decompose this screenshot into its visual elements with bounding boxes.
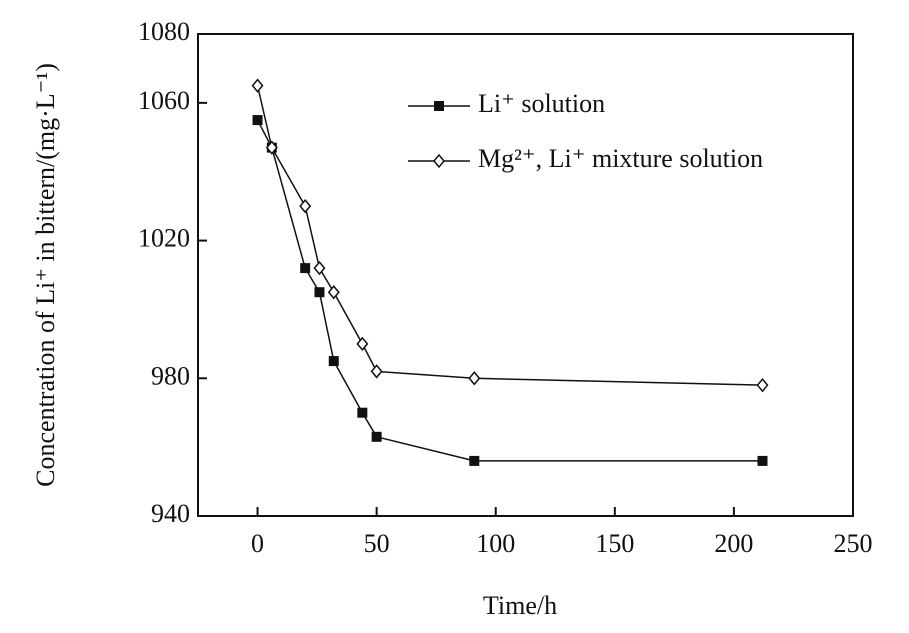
marker	[327, 285, 340, 300]
legend-marker	[433, 153, 445, 169]
x-axis-label: Time/h	[483, 591, 557, 620]
marker	[757, 455, 768, 466]
legend-marker	[434, 101, 444, 111]
series-line	[256, 85, 763, 386]
marker	[756, 377, 769, 393]
y-tick-label: 980	[151, 361, 190, 390]
marker	[313, 260, 326, 276]
marker	[314, 287, 325, 298]
x-tick-label: 150	[595, 529, 634, 558]
plot-frame	[197, 33, 854, 517]
marker	[356, 336, 369, 352]
y-axis-label: Concentration of Li⁺ in bittern/(mg·L⁻¹)	[31, 63, 60, 487]
y-tick-label: 1080	[138, 17, 190, 46]
x-tick-label: 0	[251, 529, 264, 558]
marker	[328, 356, 339, 367]
marker	[468, 371, 481, 386]
legend-label: Mg²⁺, Li⁺ mixture solution	[478, 144, 763, 173]
marker	[251, 78, 264, 93]
marker	[357, 407, 368, 418]
y-tick-label: 1020	[138, 224, 190, 253]
marker	[300, 263, 311, 274]
marker	[370, 364, 383, 379]
legend-label: Li⁺ solution	[478, 89, 605, 118]
marker	[299, 198, 312, 214]
x-tick-label: 100	[476, 529, 515, 558]
x-tick-label: 200	[714, 529, 753, 558]
x-tick-label: 250	[834, 529, 873, 558]
marker	[469, 455, 480, 466]
y-tick-label: 1060	[138, 86, 190, 115]
marker	[265, 140, 278, 155]
y-tick-label: 940	[151, 499, 190, 528]
x-tick-label: 50	[364, 529, 390, 558]
marker	[371, 431, 382, 442]
marker	[252, 115, 263, 126]
